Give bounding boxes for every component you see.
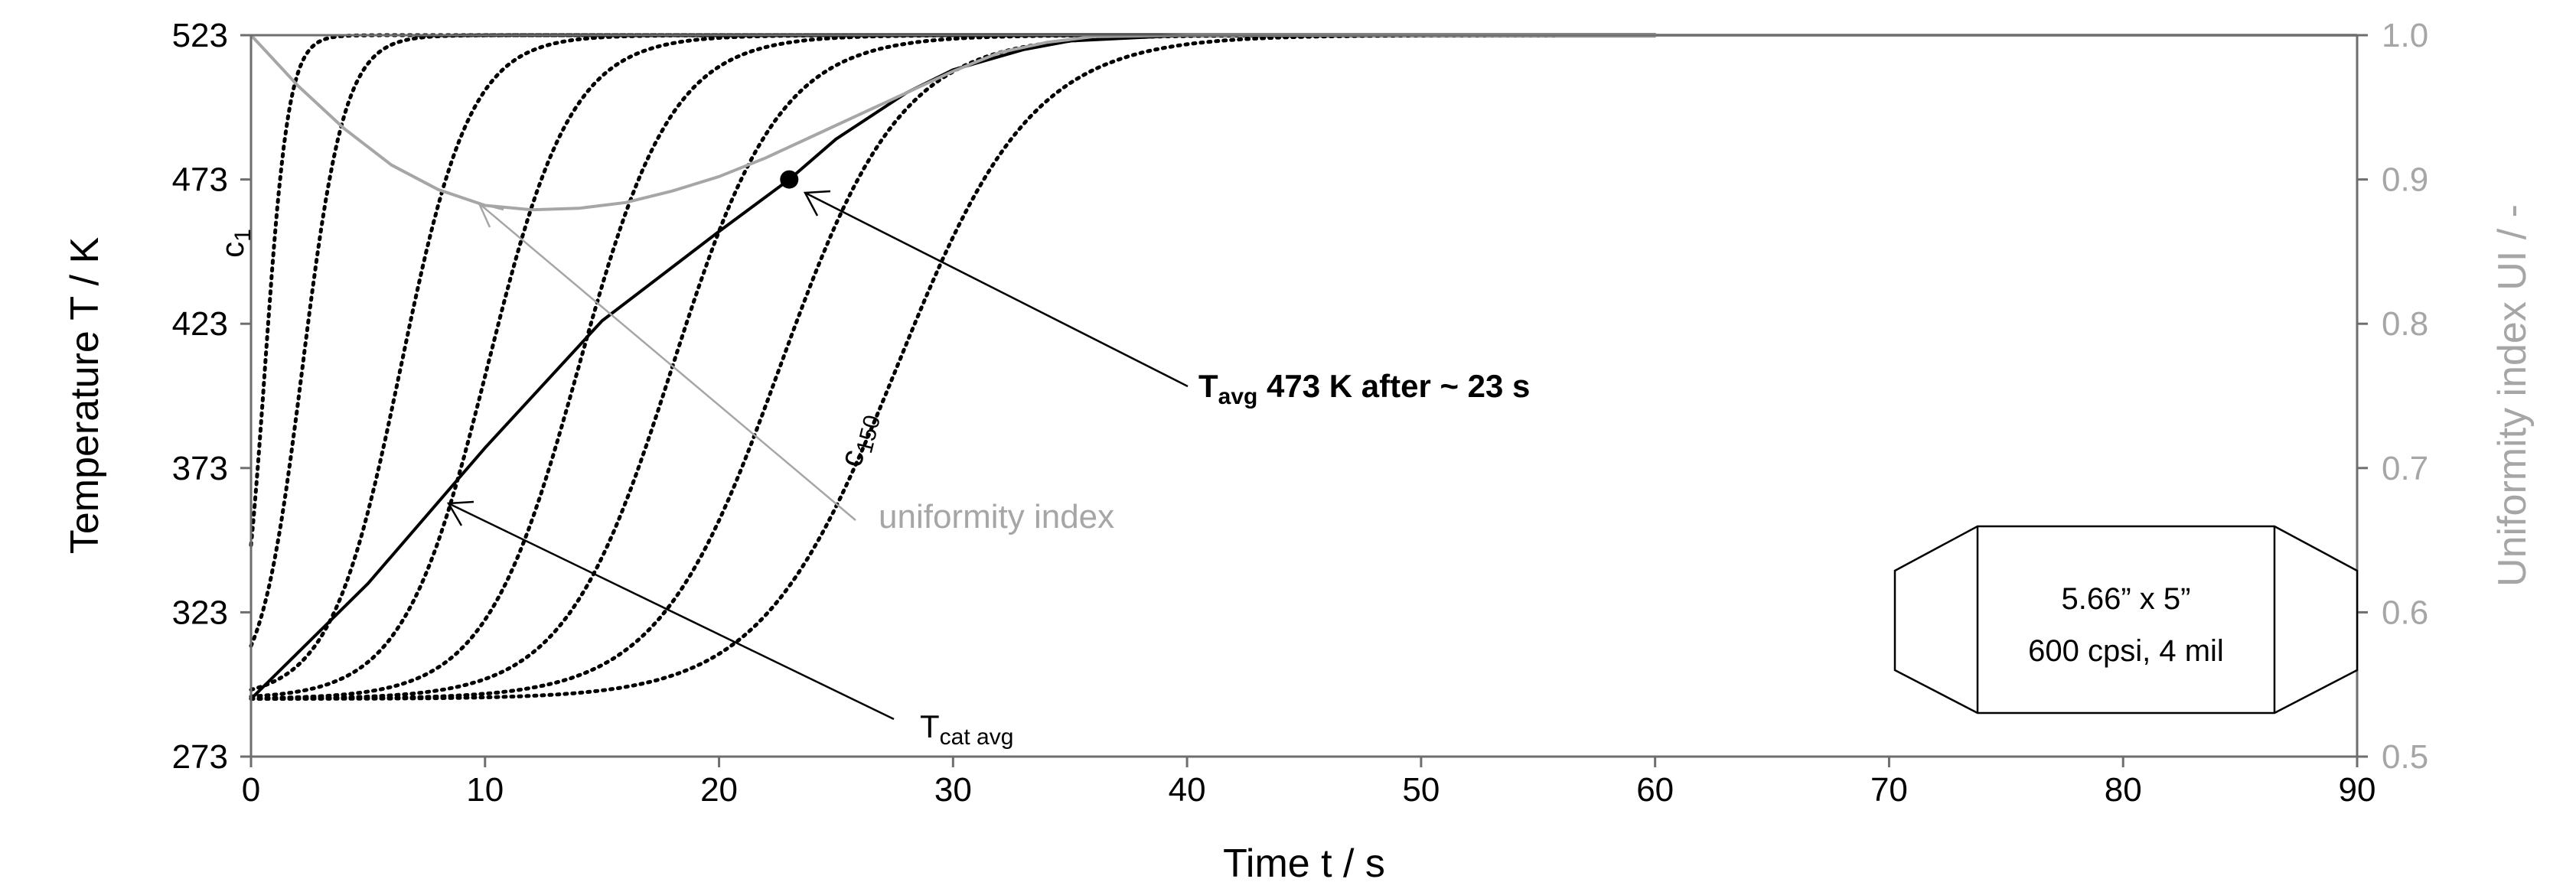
y-left-tick-label: 523 xyxy=(172,17,228,54)
ui-arrow-head xyxy=(477,202,504,228)
ui-arrow xyxy=(478,203,856,521)
tavg-arrow xyxy=(804,191,1189,388)
substrate-outline xyxy=(1893,525,2359,715)
substrate-box: 5.66” x 5” 600 cpsi, 4 mil xyxy=(1893,525,2359,715)
tcat-arrow-head xyxy=(446,500,474,526)
y-right-tick-label: 0.7 xyxy=(2382,450,2428,487)
y-left-tick-label: 423 xyxy=(172,305,228,343)
y-axis-left: 273 323 373 423 473 523 xyxy=(172,17,251,776)
x-tick-label: 30 xyxy=(934,771,972,809)
annotation-arrows xyxy=(446,190,1189,721)
y-right-tick-label: 0.5 xyxy=(2382,738,2428,776)
y-right-tick-label: 0.8 xyxy=(2382,305,2428,343)
x-tick-label: 50 xyxy=(1402,771,1440,809)
y-left-tick-label: 373 xyxy=(172,450,228,487)
x-tick-label: 20 xyxy=(700,771,738,809)
uniformity-index-line xyxy=(249,34,2357,212)
x-tick-label: 40 xyxy=(1169,771,1206,809)
plot-frame xyxy=(249,34,2359,758)
y-left-tick-label: 273 xyxy=(172,738,228,776)
x-tick-label: 80 xyxy=(2105,771,2142,809)
substrate-spec: 600 cpsi, 4 mil xyxy=(2028,634,2224,668)
channel-curve xyxy=(249,33,1658,692)
tcat-annotation: Tcat avg xyxy=(920,708,1013,750)
last-channel-label: c150 xyxy=(833,409,886,471)
x-tick-label: 70 xyxy=(1870,771,1908,809)
x-axis: 0 10 20 30 40 50 60 70 80 90 xyxy=(242,757,2376,809)
x-axis-title: Time t / s xyxy=(1223,842,1385,886)
y-right-tick-label: 1.0 xyxy=(2382,17,2428,54)
channel-curve xyxy=(249,33,1658,648)
y-left-tick-label: 323 xyxy=(172,594,228,631)
x-tick-label: 90 xyxy=(2339,771,2376,809)
channel-curves xyxy=(249,33,1658,701)
y-axis-left-title: Temperature T / K xyxy=(63,237,107,555)
tavg-point xyxy=(780,170,799,189)
x-tick-label: 0 xyxy=(242,771,260,809)
channel-curve xyxy=(249,33,1658,548)
y-right-tick-label: 0.9 xyxy=(2382,161,2428,199)
y-right-tick-label: 0.6 xyxy=(2382,594,2428,631)
x-tick-label: 10 xyxy=(466,771,504,809)
y-axis-right-title: Uniformity index UI / - xyxy=(2490,204,2535,587)
y-axis-right: 0.5 0.6 0.7 0.8 0.9 1.0 xyxy=(2357,17,2428,776)
x-tick-label: 60 xyxy=(1636,771,1674,809)
uniformity-index-annotation: uniformity index xyxy=(879,498,1114,536)
first-channel-label: c1 xyxy=(214,229,256,258)
tcat-arrow xyxy=(448,502,895,721)
tavg-annotation: Tavg 473 K after ~ 23 s xyxy=(1198,368,1530,409)
y-left-tick-label: 473 xyxy=(172,161,228,199)
substrate-size: 5.66” x 5” xyxy=(2062,582,2191,616)
tavg-arrow-head xyxy=(803,190,831,216)
